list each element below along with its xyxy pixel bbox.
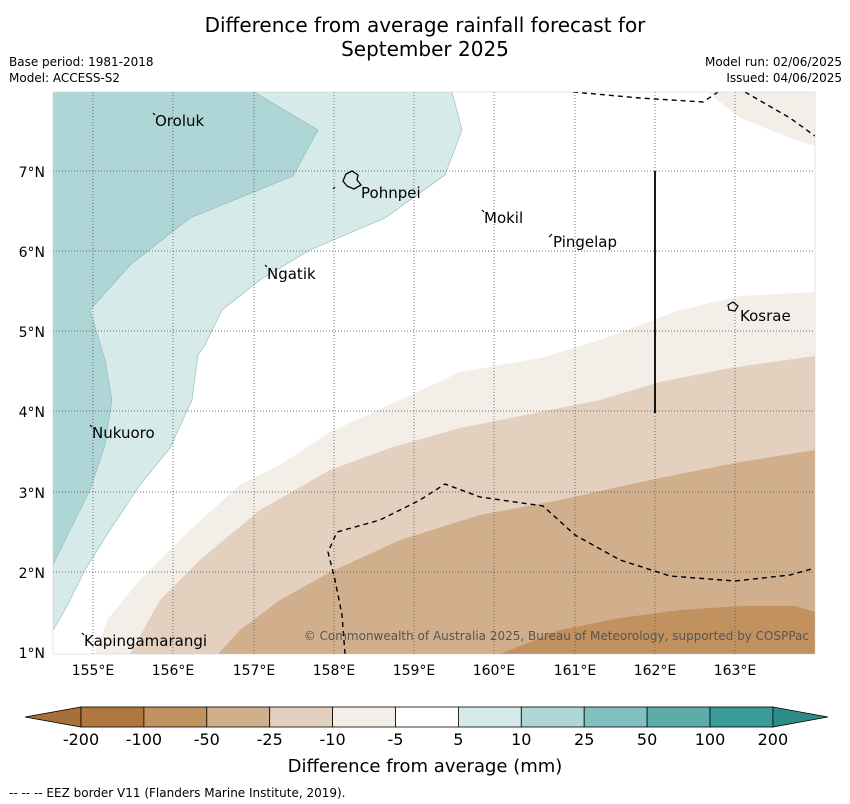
copyright-notice: © Commonwealth of Australia 2025, Bureau… <box>304 629 809 643</box>
colorbar-tick-label: 25 <box>574 730 595 749</box>
pohnpei-island-shape <box>342 170 362 190</box>
plot-frame <box>52 91 816 655</box>
colorbar-segment <box>143 706 208 728</box>
lon-tick: 155°E <box>72 663 115 679</box>
lon-tick-labels: 155°E 156°E 157°E 158°E 159°E 160°E 161°… <box>72 663 757 679</box>
meta-left: Base period: 1981-2018 Model: ACCESS-S2 <box>9 54 154 86</box>
title-line-1: Difference from average rainfall forecas… <box>204 13 646 37</box>
label-pohnpei: Pohnpei <box>361 184 421 202</box>
meta-right: Model run: 02/06/2025 Issued: 04/06/2025 <box>705 54 842 86</box>
label-pingelap: Pingelap <box>553 233 617 251</box>
colorbar-tick-label: 50 <box>636 730 658 749</box>
eez-borders <box>327 92 815 654</box>
issued-date: Issued: 04/06/2025 <box>726 71 842 85</box>
model-name: Model: ACCESS-S2 <box>9 71 121 85</box>
lon-tick: 158°E <box>313 663 356 679</box>
map-title: Difference from average rainfall forecas… <box>0 13 850 61</box>
colorbar-segment <box>80 706 145 728</box>
lon-tick: 161°E <box>554 663 597 679</box>
lat-tick: 6°N <box>19 245 45 261</box>
label-kosrae: Kosrae <box>740 307 791 325</box>
colorbar-segment <box>457 706 522 728</box>
lon-tick: 157°E <box>233 663 276 679</box>
colorbar-title: Difference from average (mm) <box>287 756 563 777</box>
colorbar-segment <box>520 706 585 728</box>
colorbar-tick-label: -50 <box>193 730 220 749</box>
lat-tick-labels: 7°N 6°N 5°N 4°N 3°N 2°N 1°N <box>19 165 45 662</box>
lat-tick: 1°N <box>19 646 45 662</box>
lat-tick: 4°N <box>19 405 45 421</box>
lat-tick: 7°N <box>19 165 45 181</box>
eez-footnote: -- -- -- EEZ border V11 (Flanders Marine… <box>9 786 346 800</box>
label-kapingamarangi: Kapingamarangi <box>84 632 207 650</box>
colorbar-segment <box>395 706 459 728</box>
colorbar-segment <box>269 706 334 728</box>
lat-tick: 3°N <box>19 486 45 502</box>
lon-tick: 162°E <box>634 663 677 679</box>
kosrae-island-shape <box>727 301 739 312</box>
label-oroluk: Oroluk <box>155 112 204 130</box>
colorbar-tick-label: -100 <box>125 730 163 749</box>
base-period: Base period: 1981-2018 <box>9 55 154 69</box>
colorbar-tick-label: 100 <box>694 730 726 749</box>
colorbar-tick-label: 10 <box>511 730 532 749</box>
colorbar-tick-label: -200 <box>62 730 100 749</box>
contour-wet-10 <box>53 92 318 565</box>
label-nukuoro: Nukuoro <box>92 424 155 442</box>
label-mokil: Mokil <box>484 209 523 227</box>
lon-tick: 160°E <box>473 663 516 679</box>
colorbar-segment <box>583 706 648 728</box>
colorbar-tick-label: 5 <box>453 730 464 749</box>
lat-tick: 5°N <box>19 325 45 341</box>
label-ngatik: Ngatik <box>267 265 316 283</box>
contour-dry-50 <box>500 606 815 654</box>
lon-tick: 156°E <box>152 663 195 679</box>
contour-outlines <box>53 92 463 631</box>
atoll-markers <box>81 112 553 636</box>
colorbar <box>24 706 828 728</box>
contour-dry-25 <box>218 450 815 654</box>
lon-tick: 159°E <box>393 663 436 679</box>
colorbar-segment <box>646 706 711 728</box>
model-run: Model run: 02/06/2025 <box>704 55 842 69</box>
colorbar-tick-label: -5 <box>387 730 404 749</box>
colorbar-extend-right <box>772 706 828 728</box>
colorbar-segment <box>206 706 271 728</box>
colorbar-tick-label: 200 <box>757 730 789 749</box>
colorbar-segment <box>709 706 774 728</box>
colorbar-tick-label: -25 <box>256 730 283 749</box>
colorbar-segment <box>332 706 396 728</box>
lat-tick: 2°N <box>19 566 45 582</box>
colorbar-extend-left <box>24 706 82 728</box>
contour-dry-ne <box>708 92 815 146</box>
title-line-2: September 2025 <box>341 37 509 61</box>
contour-fills <box>53 92 815 654</box>
colorbar-tick-label: -10 <box>319 730 346 749</box>
lon-tick: 163°E <box>714 663 757 679</box>
